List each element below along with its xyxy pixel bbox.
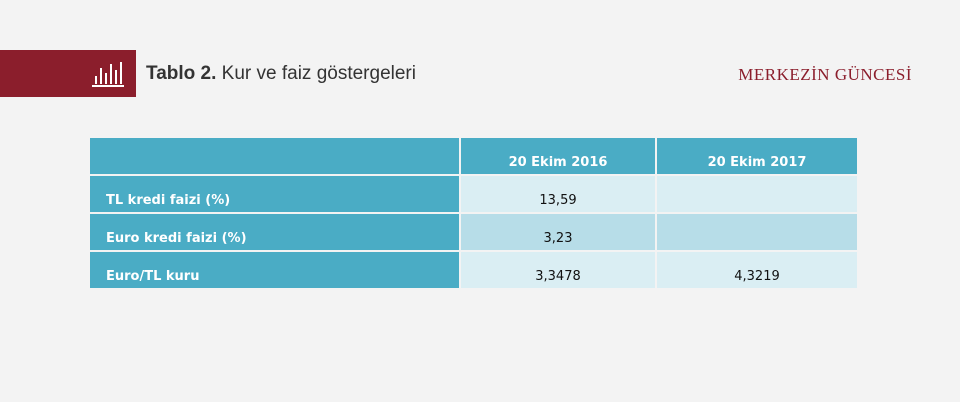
cell-2016: 13,59 — [459, 174, 657, 214]
brand-name: MERKEZİN GÜNCESİ — [738, 65, 912, 84]
title-number: Tablo 2. — [146, 63, 217, 84]
page-title: Tablo 2. Kur ve faiz göstergeleri — [146, 63, 416, 85]
cell-2017 — [655, 212, 859, 252]
cell-2016: 3,23 — [459, 212, 657, 252]
column-header-label — [88, 136, 461, 176]
indicators-table: 20 Ekim 2016 20 Ekim 2017 TL kredi faizi… — [88, 136, 859, 290]
cell-2016: 3,3478 — [459, 250, 657, 290]
table-header-row: 20 Ekim 2016 20 Ekim 2017 — [88, 136, 859, 176]
table-row: Euro/TL kuru 3,3478 4,3219 — [88, 250, 859, 290]
bar-chart-icon — [92, 62, 124, 87]
title-text: Kur ve faiz göstergeleri — [216, 63, 416, 84]
row-label: Euro kredi faizi (%) — [88, 212, 461, 252]
table-row: TL kredi faizi (%) 13,59 — [88, 174, 859, 214]
column-header-2017: 20 Ekim 2017 — [655, 136, 859, 176]
column-header-2016: 20 Ekim 2016 — [459, 136, 657, 176]
header-band — [0, 50, 136, 97]
row-label: Euro/TL kuru — [88, 250, 461, 290]
table-row: Euro kredi faizi (%) 3,23 — [88, 212, 859, 252]
row-label: TL kredi faizi (%) — [88, 174, 461, 214]
cell-2017: 4,3219 — [655, 250, 859, 290]
cell-2017 — [655, 174, 859, 214]
